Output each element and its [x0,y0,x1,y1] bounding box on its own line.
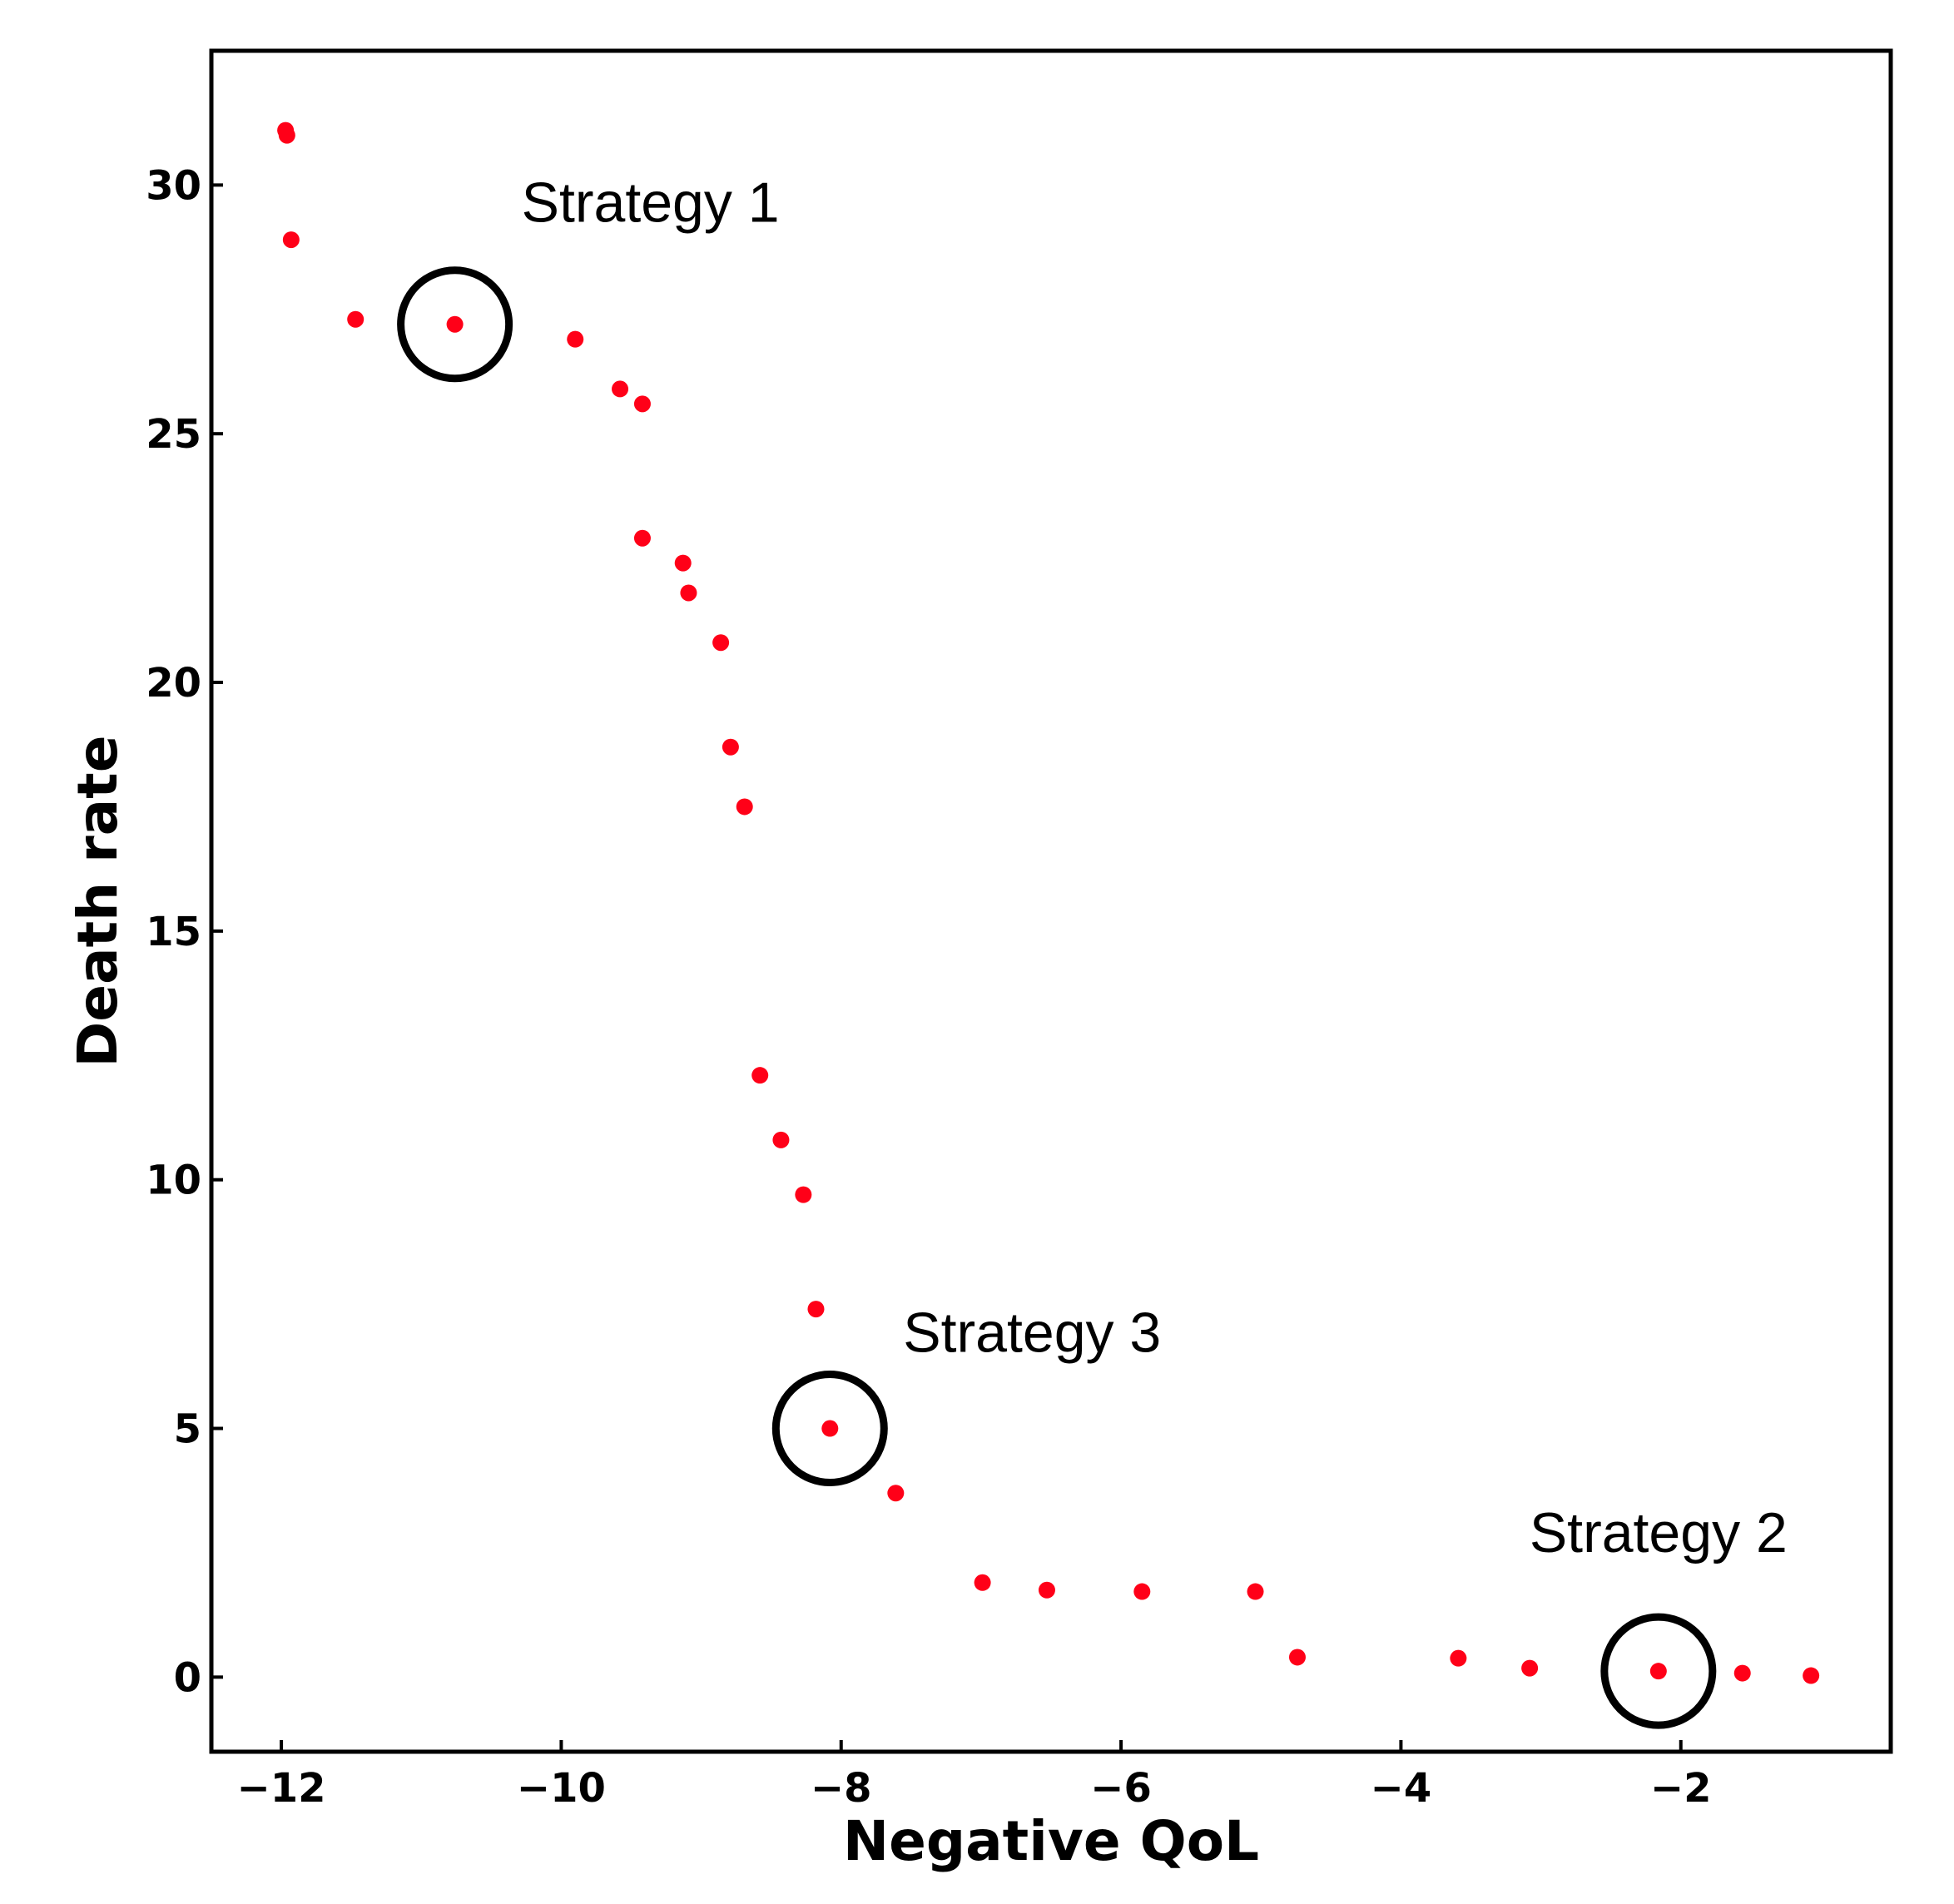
data-point [772,1131,790,1148]
ticks-layer: −12 −10 −8 −6 −4 −2 0 5 10 15 20 25 30 [146,162,1711,1812]
data-point [807,1301,825,1318]
data-point [1733,1664,1751,1682]
points-layer [277,121,1820,1684]
x-tick-label: −2 [1650,1765,1712,1812]
y-tick-label: 30 [146,162,201,209]
data-point [633,395,651,413]
annotation-label: Strategy 1 [522,171,780,235]
annotations-layer: Strategy 1 Strategy 3 Strategy 2 [397,171,1788,1729]
x-tick-label: −4 [1371,1765,1432,1812]
data-point [282,231,300,249]
data-point [633,529,651,547]
data-point [347,310,365,328]
y-tick-label: 25 [146,411,201,458]
x-tick-label: −12 [237,1765,326,1812]
annotation-label: Strategy 3 [903,1302,1161,1365]
data-point [1803,1667,1820,1684]
data-point [821,1420,839,1437]
y-tick-label: 10 [146,1158,201,1204]
data-point [795,1186,812,1203]
data-point [1247,1583,1264,1600]
x-axis-label: Negative QoL [843,1809,1259,1873]
data-point [1521,1659,1539,1677]
annotation-label: Strategy 2 [1530,1501,1788,1564]
plot-frame [209,48,1893,1754]
x-tick-label: −10 [517,1765,606,1812]
highlight-ring [1600,1613,1717,1729]
y-tick-label: 20 [146,660,201,707]
data-point [567,330,584,348]
data-point [278,126,295,144]
highlight-ring [397,266,513,383]
y-tick-label: 5 [174,1406,201,1453]
x-tick-label: −8 [811,1765,872,1812]
data-point [887,1485,905,1502]
x-tick-label: −6 [1090,1765,1152,1812]
y-tick-label: 15 [146,909,201,955]
data-point [680,584,697,602]
data-point [712,634,730,652]
data-point [722,738,739,756]
data-point [674,554,692,572]
data-point [446,315,464,333]
y-axis-label: Death rate [66,736,130,1068]
data-point [751,1067,769,1084]
data-point [974,1574,991,1591]
data-point [736,798,753,816]
data-point [1038,1581,1055,1599]
data-point [1288,1649,1306,1666]
data-point [612,380,629,398]
data-point [1133,1583,1151,1600]
highlight-ring [771,1371,888,1487]
y-tick-label: 0 [174,1654,201,1701]
data-point [1649,1663,1667,1680]
data-point [1450,1649,1467,1667]
